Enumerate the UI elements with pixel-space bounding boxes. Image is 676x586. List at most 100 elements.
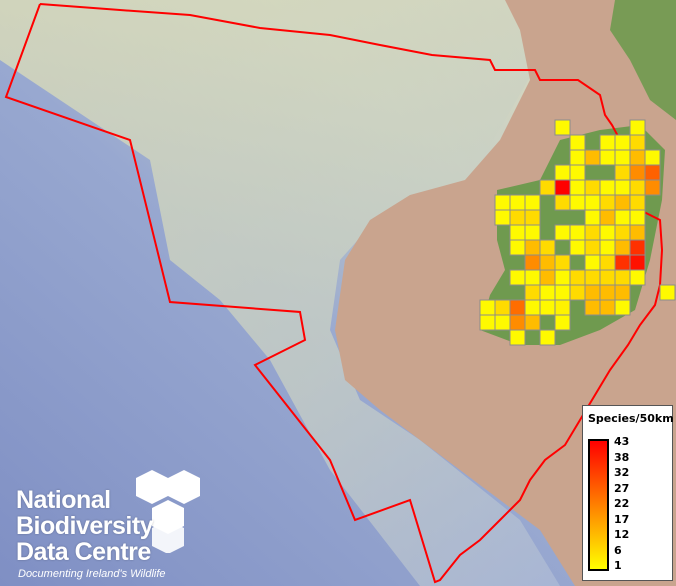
grid-cell[interactable] <box>569 179 586 196</box>
grid-cell[interactable] <box>614 179 631 196</box>
grid-cell[interactable] <box>569 164 586 181</box>
grid-cell[interactable] <box>614 284 631 301</box>
eez-boundary <box>4 3 664 584</box>
grid-cell[interactable] <box>554 269 571 286</box>
grid-cell[interactable] <box>554 314 571 331</box>
grid-cell[interactable] <box>584 209 601 226</box>
grid-cell[interactable] <box>614 224 631 241</box>
grid-cell[interactable] <box>629 119 646 136</box>
grid-cell[interactable] <box>614 209 631 226</box>
grid-cell[interactable] <box>509 224 526 241</box>
grid-cell[interactable] <box>524 314 541 331</box>
grid-cell[interactable] <box>554 284 571 301</box>
grid-cell[interactable] <box>524 284 541 301</box>
grid-cell[interactable] <box>509 239 526 256</box>
grid-cell[interactable] <box>539 179 556 196</box>
grid-cell[interactable] <box>509 194 526 211</box>
grid-cell[interactable] <box>569 239 586 256</box>
grid-cell[interactable] <box>569 134 586 151</box>
grid-cell[interactable] <box>554 254 571 271</box>
grid-cell[interactable] <box>539 254 556 271</box>
grid-cell[interactable] <box>524 254 541 271</box>
grid-cell[interactable] <box>614 269 631 286</box>
legend-color-ramp <box>588 439 609 571</box>
grid-cell[interactable] <box>524 194 541 211</box>
grid-cell[interactable] <box>584 149 601 166</box>
grid-cell[interactable] <box>599 284 616 301</box>
grid-cell[interactable] <box>554 224 571 241</box>
grid-cell[interactable] <box>539 239 556 256</box>
grid-cell[interactable] <box>539 269 556 286</box>
grid-cell[interactable] <box>629 224 646 241</box>
grid-cell[interactable] <box>539 299 556 316</box>
grid-cell[interactable] <box>584 239 601 256</box>
grid-cell[interactable] <box>569 224 586 241</box>
grid-cell[interactable] <box>524 299 541 316</box>
grid-cell[interactable] <box>554 164 571 181</box>
grid-cell[interactable] <box>629 134 646 151</box>
grid-cell[interactable] <box>494 314 511 331</box>
grid-cell[interactable] <box>599 299 616 316</box>
grid-cell[interactable] <box>599 179 616 196</box>
grid-cell[interactable] <box>539 329 556 346</box>
grid-cell[interactable] <box>569 194 586 211</box>
grid-cell[interactable] <box>584 179 601 196</box>
grid-cell[interactable] <box>629 254 646 271</box>
grid-cell[interactable] <box>509 329 526 346</box>
grid-cell[interactable] <box>644 164 661 181</box>
grid-cell[interactable] <box>599 254 616 271</box>
grid-cell[interactable] <box>554 119 571 136</box>
grid-cell[interactable] <box>614 299 631 316</box>
grid-cell[interactable] <box>509 314 526 331</box>
grid-cell[interactable] <box>614 149 631 166</box>
grid-cell[interactable] <box>584 299 601 316</box>
grid-cell[interactable] <box>509 269 526 286</box>
grid-cell[interactable] <box>584 284 601 301</box>
grid-cell[interactable] <box>554 179 571 196</box>
grid-cell[interactable] <box>614 134 631 151</box>
grid-cell[interactable] <box>599 194 616 211</box>
grid-cell[interactable] <box>524 209 541 226</box>
grid-cell[interactable] <box>629 179 646 196</box>
grid-cell[interactable] <box>599 149 616 166</box>
grid-cell[interactable] <box>524 239 541 256</box>
grid-cell[interactable] <box>599 134 616 151</box>
grid-cell[interactable] <box>524 269 541 286</box>
grid-cell[interactable] <box>539 284 556 301</box>
grid-cell[interactable] <box>599 224 616 241</box>
grid-cell[interactable] <box>614 164 631 181</box>
grid-cell[interactable] <box>569 269 586 286</box>
grid-cell[interactable] <box>509 209 526 226</box>
grid-cell[interactable] <box>614 194 631 211</box>
grid-cell[interactable] <box>494 194 511 211</box>
grid-cell[interactable] <box>524 224 541 241</box>
grid-cell[interactable] <box>584 194 601 211</box>
grid-cell[interactable] <box>479 314 496 331</box>
grid-cell[interactable] <box>644 149 661 166</box>
grid-cell[interactable] <box>629 164 646 181</box>
grid-cell[interactable] <box>599 209 616 226</box>
grid-cell[interactable] <box>554 299 571 316</box>
grid-cell[interactable] <box>629 149 646 166</box>
grid-cell[interactable] <box>509 299 526 316</box>
grid-cell[interactable] <box>629 194 646 211</box>
grid-cell[interactable] <box>599 239 616 256</box>
grid-cell[interactable] <box>614 239 631 256</box>
grid-cell[interactable] <box>629 269 646 286</box>
grid-cell[interactable] <box>569 284 586 301</box>
grid-cell[interactable] <box>629 209 646 226</box>
grid-cell[interactable] <box>554 194 571 211</box>
grid-cell[interactable] <box>599 269 616 286</box>
grid-cell[interactable] <box>584 224 601 241</box>
grid-cell[interactable] <box>629 239 646 256</box>
grid-cell[interactable] <box>584 254 601 271</box>
grid-cell[interactable] <box>614 254 631 271</box>
grid-cell[interactable] <box>569 149 586 166</box>
grid-cell[interactable] <box>479 299 496 316</box>
grid-cell[interactable] <box>584 269 601 286</box>
logo-line-3: Data Centre <box>16 538 151 566</box>
grid-cell[interactable] <box>644 179 661 196</box>
grid-cell[interactable] <box>494 209 511 226</box>
grid-cell[interactable] <box>659 284 676 301</box>
grid-cell[interactable] <box>494 299 511 316</box>
